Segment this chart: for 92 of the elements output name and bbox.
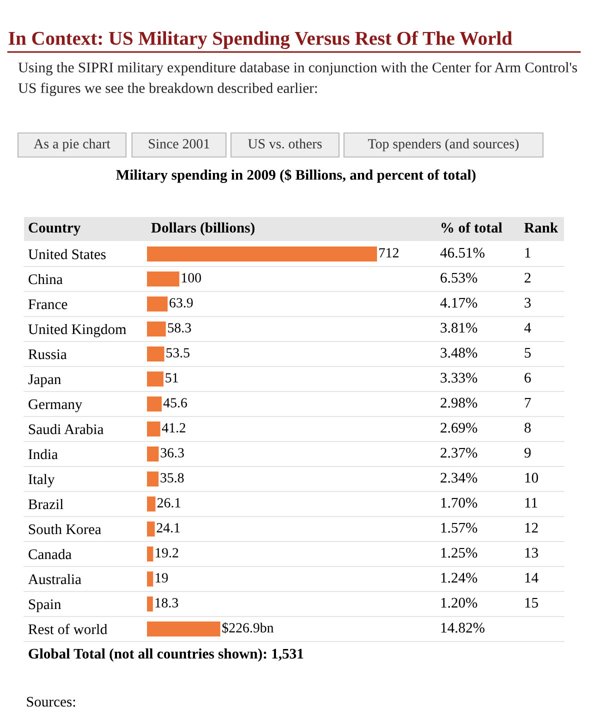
data-label: 51	[166, 373, 178, 382]
text: 2.34%	[440, 472, 478, 483]
data-label: 53.5	[166, 348, 190, 358]
bar	[147, 272, 180, 286]
x-axis-title: Military spending in 2009 ($ Billions, and percent of total)	[116, 169, 476, 183]
bar	[147, 246, 377, 262]
data-label: 45.6	[163, 398, 188, 408]
y-tick-label: Spain	[28, 599, 61, 612]
text: 14	[525, 572, 538, 583]
text: 8	[524, 422, 531, 433]
bar	[147, 296, 168, 312]
y-tick-label: Japan	[28, 374, 61, 388]
y-tick-label: United Kingdom	[28, 324, 126, 338]
bar	[147, 622, 220, 636]
text: 1.70%	[441, 498, 478, 508]
y-tick-label: Canada	[28, 548, 72, 560]
y-tick-label: Germany	[28, 399, 82, 412]
text: 4.17%	[440, 298, 478, 308]
chart-subtitle: Using the SIPRI military expenditure database in conjunction with the Center for Arm Control's US figures we see the breakdown described earlier:	[18, 62, 578, 96]
chart-title: In Context: US Military Spending Versus Rest Of The World	[8, 31, 512, 49]
bar	[147, 422, 160, 436]
bar	[147, 546, 154, 562]
data-label: 19.2	[156, 548, 178, 558]
y-tick-label: United States	[28, 248, 106, 260]
text: 2.37%	[440, 448, 478, 458]
text: Country	[28, 222, 81, 236]
data-label: 35.8	[160, 473, 184, 483]
data-label: 58.3	[168, 323, 191, 333]
text: 2.69%	[440, 422, 478, 433]
text: 1.24%	[441, 572, 478, 583]
data-label: 26.1	[157, 498, 180, 508]
text: 1	[525, 248, 530, 258]
text: 7	[524, 398, 531, 408]
y-tick-label: Saudi Arabia	[28, 424, 104, 434]
text: 1.25%	[441, 548, 478, 558]
text: 6.53%	[440, 272, 478, 283]
text: 2.98%	[440, 398, 478, 408]
text: % of total	[441, 222, 502, 233]
bar	[147, 396, 162, 412]
source-note: Sources:	[26, 696, 76, 707]
bar	[147, 322, 166, 336]
data-label: 712	[379, 248, 398, 258]
bar	[147, 496, 156, 512]
text: 3.48%	[440, 348, 478, 358]
text: 15	[525, 598, 538, 608]
y-tick-label: France	[28, 300, 68, 310]
text: Global Total (not all countries shown): 1,531	[28, 648, 304, 662]
y-tick-label: India	[28, 448, 58, 460]
y-tick-label: Brazil	[28, 498, 64, 510]
text: Top spenders (and sources)	[368, 138, 519, 152]
text: Since 2001	[148, 139, 210, 148]
text: Dollars (billions)	[151, 222, 254, 236]
text: 14.82%	[441, 622, 484, 633]
y-tick-label: China	[28, 274, 63, 284]
data-label: 41.2	[162, 423, 186, 433]
text: 3.33%	[440, 372, 478, 383]
data-label: 100	[182, 273, 201, 282]
text: As a pie chart	[34, 138, 110, 152]
data-label: 19	[156, 573, 168, 582]
text: 9	[524, 448, 531, 458]
bar	[147, 572, 154, 586]
bar	[147, 522, 155, 536]
text: 13	[525, 548, 538, 558]
data-label: 24.1	[156, 523, 180, 533]
text: Rank	[524, 222, 558, 233]
text: US vs. others	[248, 138, 322, 149]
y-tick-label: Rest of world	[28, 624, 108, 634]
text: 6	[524, 372, 531, 383]
text: 3.81%	[440, 322, 478, 333]
text: 1.20%	[441, 598, 478, 608]
data-label: 36.3	[160, 448, 184, 458]
data-label: 63.9	[170, 298, 193, 308]
text: 4	[524, 322, 532, 333]
text: 5	[524, 348, 531, 358]
text: 46.51%	[440, 248, 484, 258]
text: 11	[525, 498, 538, 508]
y-tick-label: South Korea	[28, 524, 102, 534]
y-tick-label: Russia	[28, 349, 67, 360]
bar	[147, 596, 153, 612]
text: 3	[524, 298, 531, 308]
bar	[147, 472, 159, 486]
y-tick-label: Italy	[28, 474, 55, 488]
data-label: $226.9bn	[222, 622, 274, 634]
y-tick-label: Australia	[28, 574, 82, 584]
text: 10	[525, 472, 538, 483]
data-label: 18.3	[156, 598, 178, 608]
bar	[147, 346, 164, 362]
bar	[147, 446, 159, 462]
text: 12	[525, 522, 538, 533]
text: 1.57%	[441, 522, 478, 533]
bar	[147, 372, 164, 386]
text: 2	[524, 272, 530, 283]
